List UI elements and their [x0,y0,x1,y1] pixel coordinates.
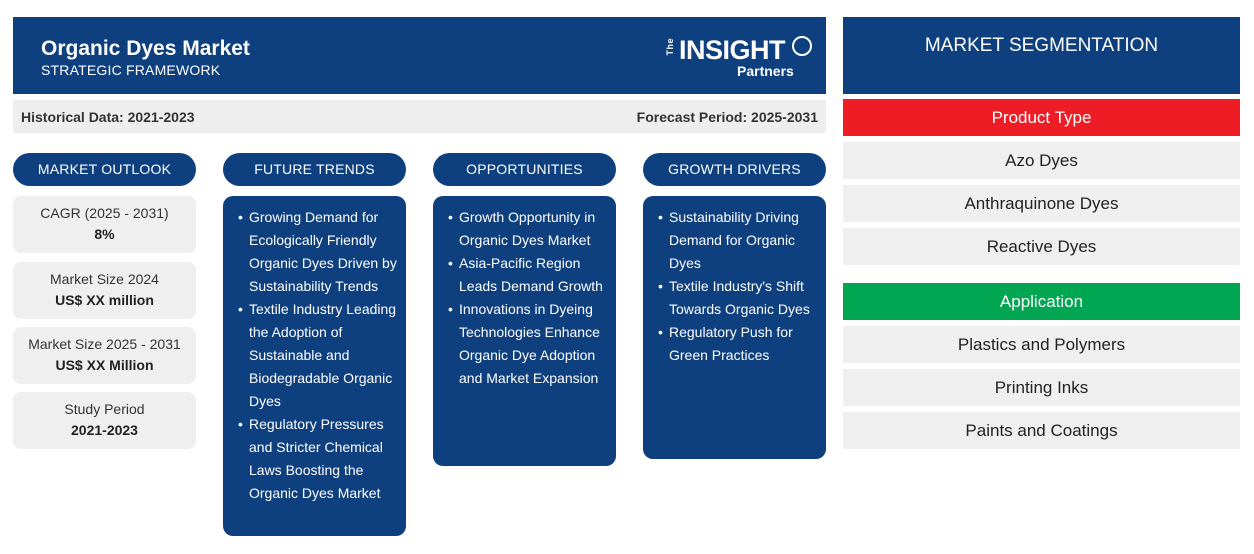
stat-market-size-forecast: Market Size 2025 - 2031 US$ XX Million [13,327,196,384]
stat-label: Market Size 2025 - 2031 [28,336,181,352]
stat-label: Market Size 2024 [50,271,159,287]
growth-drivers-list: Sustainability Driving Demand for Organi… [658,206,818,367]
list-item: Sustainability Driving Demand for Organi… [658,206,818,275]
stat-study-period: Study Period 2021-2023 [13,392,196,449]
list-item: Growth Opportunity in Organic Dyes Marke… [448,206,608,252]
forecast-period: Forecast Period: 2025-2031 [636,109,818,125]
page-subtitle: STRATEGIC FRAMEWORK [41,62,221,78]
segment-item: Printing Inks [843,369,1240,406]
list-item: Innovations in Dyeing Technologies Enhan… [448,298,608,390]
list-item: Textile Industry's Shift Towards Organic… [658,275,818,321]
list-item: Textile Industry Leading the Adoption of… [238,298,398,413]
list-item: Regulatory Push for Green Practices [658,321,818,367]
logo-the-text: The [665,38,675,56]
stat-market-size-2024: Market Size 2024 US$ XX million [13,262,196,319]
stat-label: CAGR (2025 - 2031) [40,205,169,221]
historical-data: Historical Data: 2021-2023 [21,109,195,125]
future-trends-panel: Growing Demand for Ecologically Friendly… [223,196,406,536]
segment-item: Reactive Dyes [843,228,1240,265]
list-item: Growing Demand for Ecologically Friendly… [238,206,398,298]
segmentation-heading: MARKET SEGMENTATION [843,17,1240,94]
growth-drivers-heading: GROWTH DRIVERS [643,153,826,186]
segment-item: Plastics and Polymers [843,326,1240,363]
segment-item: Azo Dyes [843,142,1240,179]
stat-value: US$ XX Million [55,357,154,373]
market-outlook-heading: MARKET OUTLOOK [13,153,196,186]
opportunities-panel: Growth Opportunity in Organic Dyes Marke… [433,196,616,466]
stat-value: US$ XX million [55,292,154,308]
segment-item: Paints and Coatings [843,412,1240,449]
future-trends-heading: FUTURE TRENDS [223,153,406,186]
segment-product-type: Product Type [843,99,1240,136]
logo-partners-text: Partners [737,63,794,79]
segment-item: Anthraquinone Dyes [843,185,1240,222]
opportunities-list: Growth Opportunity in Organic Dyes Marke… [448,206,608,390]
stat-value: 8% [94,226,115,242]
header-banner: Organic Dyes Market STRATEGIC FRAMEWORK … [13,17,826,94]
list-item: Regulatory Pressures and Stricter Chemic… [238,413,398,505]
stat-cagr: CAGR (2025 - 2031) 8% [13,196,196,253]
list-item: Asia-Pacific Region Leads Demand Growth [448,252,608,298]
logo-ring-icon [792,36,812,56]
segment-application: Application [843,283,1240,320]
opportunities-heading: OPPORTUNITIES [433,153,616,186]
logo-insight-text: INSIGHT [679,35,786,65]
future-trends-list: Growing Demand for Ecologically Friendly… [238,206,398,505]
stat-value: 2021-2023 [71,422,138,438]
stat-label: Study Period [64,401,145,417]
period-bar: Historical Data: 2021-2023 Forecast Peri… [13,100,826,133]
growth-drivers-panel: Sustainability Driving Demand for Organi… [643,196,826,459]
insight-partners-logo: The INSIGHT Partners [665,35,815,79]
page-title: Organic Dyes Market [41,37,250,60]
